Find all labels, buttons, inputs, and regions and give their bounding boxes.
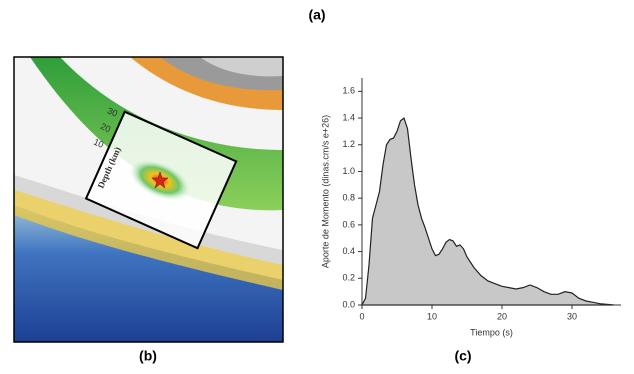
panel-label: (a)	[308, 7, 325, 23]
area	[362, 118, 614, 305]
y-axis-label: Aporte de Momento (dinas.cm/s e+26)	[320, 115, 330, 268]
y-tick-label: 0.2	[342, 273, 355, 283]
y-tick-label: 1.2	[342, 139, 355, 149]
panel-label: (b)	[139, 348, 157, 364]
y-tick-label: 0.4	[342, 246, 355, 256]
y-tick-label: 1.4	[342, 112, 355, 122]
y-tick-label: 1.0	[342, 166, 355, 176]
figure: (a) (b) (c) 10 20 30 Depth (km) 0.00.20.…	[0, 0, 634, 374]
x-axis-label: Tiempo (s)	[470, 327, 513, 337]
x-tick-label: 20	[497, 311, 507, 321]
x-tick-label: 0	[359, 311, 364, 321]
x-tick-label: 10	[427, 311, 437, 321]
y-tick-label: 0.6	[342, 219, 355, 229]
x-tick-label: 30	[567, 311, 577, 321]
y-tick-label: 0.8	[342, 193, 355, 203]
y-tick-label: 1.6	[342, 86, 355, 96]
panel-label: (c)	[454, 348, 471, 364]
y-tick-label: 0.0	[342, 299, 355, 309]
